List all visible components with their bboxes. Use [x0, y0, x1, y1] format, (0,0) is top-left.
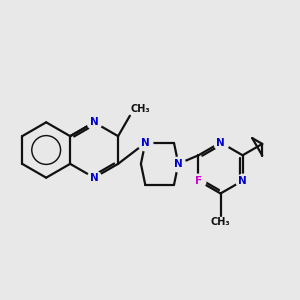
- Text: N: N: [90, 117, 98, 127]
- Text: F: F: [195, 176, 202, 186]
- Text: N: N: [90, 173, 98, 183]
- Text: N: N: [141, 138, 150, 148]
- Text: N: N: [238, 176, 247, 186]
- Text: CH₃: CH₃: [131, 104, 150, 114]
- Text: CH₃: CH₃: [211, 217, 230, 227]
- Text: N: N: [216, 137, 225, 148]
- Text: N: N: [174, 159, 183, 169]
